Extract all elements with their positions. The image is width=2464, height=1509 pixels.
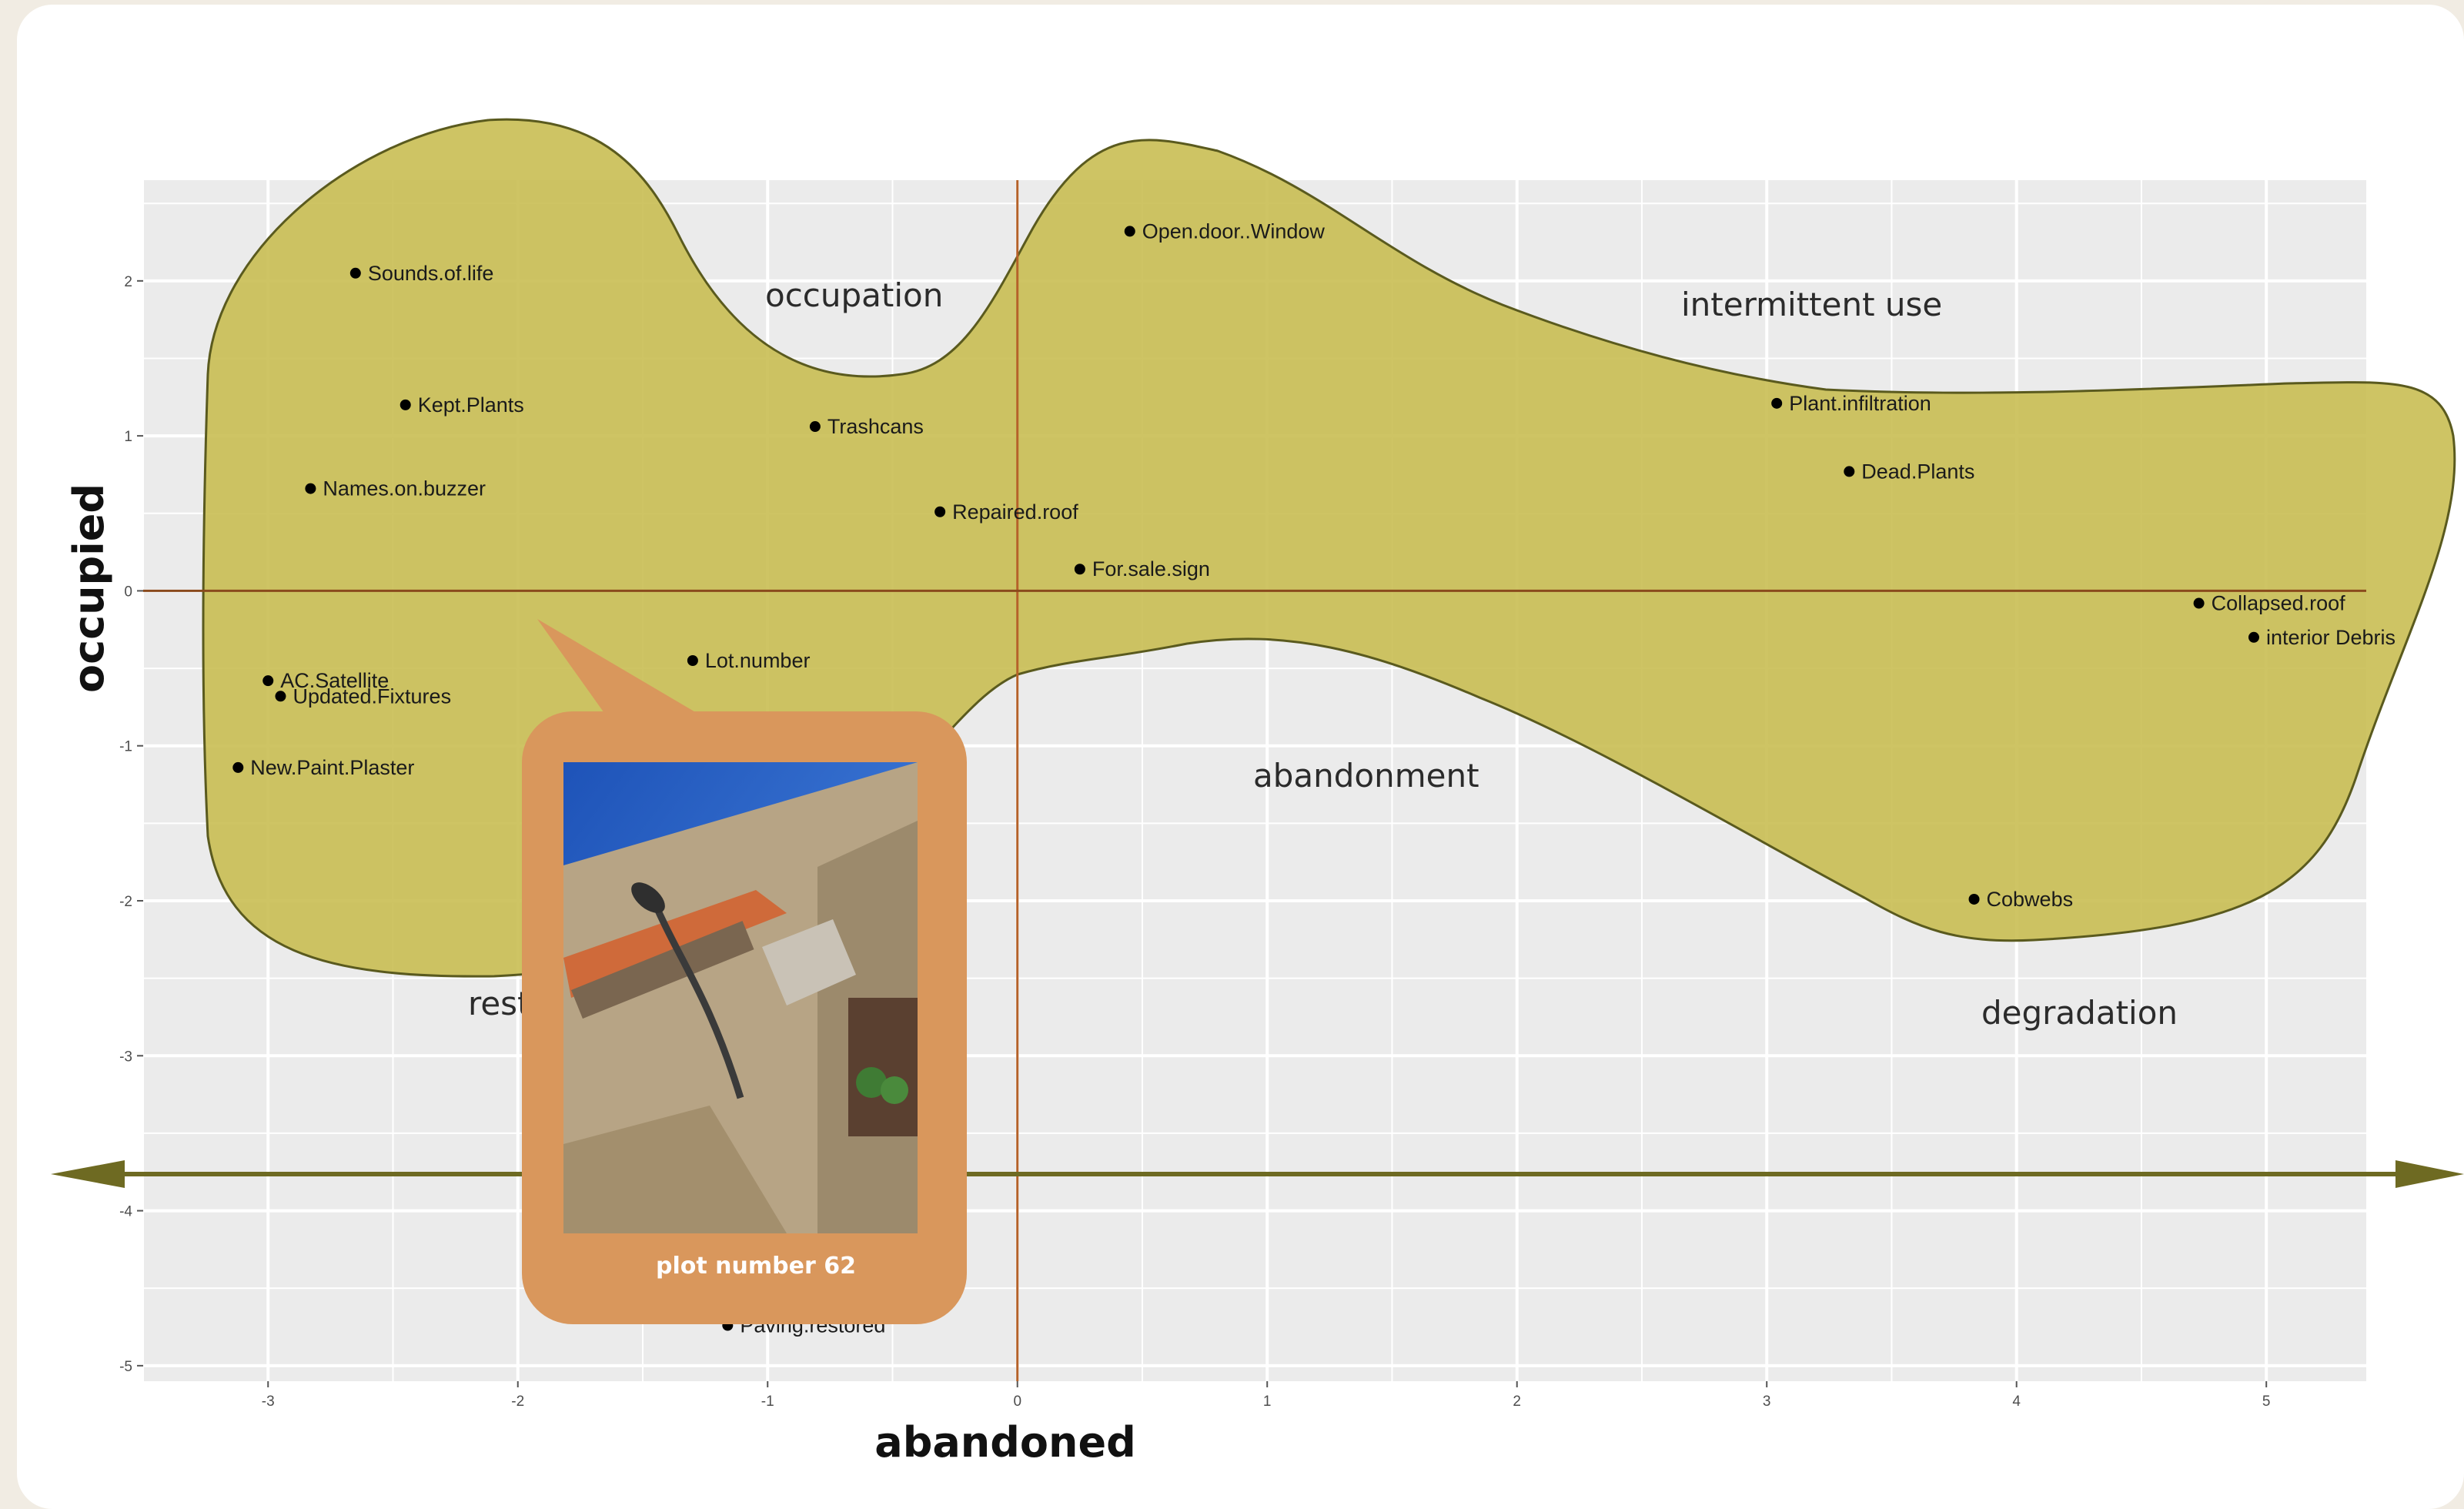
point-label: interior Debris xyxy=(2266,626,2395,649)
y-tick-label: -4 xyxy=(119,1204,132,1220)
y-tick-label: -2 xyxy=(119,894,132,910)
figure-card: -3 -2 -1 0 1 2 3 4 5 2 1 0 -1 -2 -3 -4 -5 Sounds.of.life… xyxy=(17,5,2464,1509)
data-point: Trashcans xyxy=(809,415,924,438)
point-label: AC.Satellite xyxy=(280,669,389,692)
point-marker xyxy=(262,675,274,687)
data-point: New.Paint.Plaster xyxy=(232,756,414,779)
point-label: Updated.Fixtures xyxy=(293,684,451,708)
region-label-degradation: degradation xyxy=(1981,994,2178,1032)
point-marker xyxy=(1124,226,1135,237)
point-marker xyxy=(232,761,244,773)
y-tick-label: -1 xyxy=(119,739,132,755)
data-point: Cobwebs xyxy=(1968,888,2074,911)
region-label-intermittent-use: intermittent use xyxy=(1681,286,1942,323)
point-label: Trashcans xyxy=(827,415,924,438)
point-label: New.Paint.Plaster xyxy=(250,756,414,779)
region-label-occupation: occupation xyxy=(765,276,943,314)
x-tick-label: -1 xyxy=(761,1394,774,1410)
data-point: Open.door..Window xyxy=(1124,219,1326,243)
y-tick-label: 1 xyxy=(124,429,132,445)
point-label: Repaired.roof xyxy=(952,500,1078,524)
y-tick-label: -3 xyxy=(119,1049,132,1065)
point-label: Plant.infiltration xyxy=(1789,392,1931,415)
point-label: Lot.number xyxy=(705,649,811,672)
point-label: Cobwebs xyxy=(1987,888,2074,911)
point-marker xyxy=(400,399,411,410)
data-point: AC.Satellite xyxy=(262,669,389,692)
point-marker xyxy=(2248,631,2259,643)
x-tick-label: 4 xyxy=(2012,1394,2021,1410)
x-tick-label: 1 xyxy=(1263,1394,1272,1410)
point-label: For.sale.sign xyxy=(1092,557,1210,581)
point-marker xyxy=(1844,466,1855,477)
double-arrow xyxy=(51,1160,2464,1188)
region-label-abandonment: abandonment xyxy=(1253,757,1479,795)
data-point: For.sale.sign xyxy=(1074,557,1210,581)
data-point: Dead.Plants xyxy=(1844,460,1974,483)
data-point: Repaired.roof xyxy=(934,500,1078,524)
x-tick-label: 2 xyxy=(1513,1394,1521,1410)
scatter-chart: -3 -2 -1 0 1 2 3 4 5 2 1 0 -1 -2 -3 -4 -5 Sounds.of.life… xyxy=(51,118,2464,1467)
point-marker xyxy=(1074,564,1085,575)
point-label: Collapsed.roof xyxy=(2212,592,2346,615)
x-tick-label: 0 xyxy=(1013,1394,1021,1410)
point-label: Names.on.buzzer xyxy=(323,477,486,500)
axis-ticks: -3 -2 -1 0 1 2 3 4 5 2 1 0 -1 -2 -3 -4 -5 xyxy=(119,274,2270,1410)
point-label: Sounds.of.life xyxy=(368,262,494,285)
point-label: Open.door..Window xyxy=(1142,219,1326,243)
region-label-restoration: rest xyxy=(468,985,530,1022)
y-tick-label: 0 xyxy=(124,584,132,600)
x-axis-title: abandoned xyxy=(874,1418,1135,1467)
data-point: interior Debris xyxy=(2248,626,2395,649)
point-marker xyxy=(934,506,946,517)
point-marker xyxy=(2193,597,2205,609)
callout-title: plot number 62 xyxy=(656,1253,856,1280)
data-point: Names.on.buzzer xyxy=(305,477,486,500)
x-tick-label: 3 xyxy=(1763,1394,1771,1410)
point-marker xyxy=(1968,893,1980,905)
point-marker xyxy=(275,691,286,702)
x-tick-label: -2 xyxy=(511,1394,524,1410)
data-point: Collapsed.roof xyxy=(2193,592,2346,615)
point-marker xyxy=(349,267,361,279)
point-marker xyxy=(305,483,316,494)
point-marker xyxy=(809,421,821,433)
y-tick-label: 2 xyxy=(124,274,132,290)
point-label: Dead.Plants xyxy=(1861,460,1974,483)
data-point: Updated.Fixtures xyxy=(275,684,451,708)
photo-thumbnail xyxy=(563,762,918,1233)
plot-callout[interactable]: plot number 62 xyxy=(522,619,967,1324)
data-point: Kept.Plants xyxy=(400,393,524,417)
point-marker xyxy=(1771,397,1783,409)
y-tick-label: -5 xyxy=(119,1359,132,1375)
data-point: Plant.infiltration xyxy=(1771,392,1931,415)
x-tick-label: -3 xyxy=(262,1394,275,1410)
point-label: Kept.Plants xyxy=(418,393,524,417)
data-point: Sounds.of.life xyxy=(349,262,494,285)
y-axis-title: occupied xyxy=(65,483,113,693)
data-point: Lot.number xyxy=(687,649,811,672)
point-marker xyxy=(687,655,698,666)
x-tick-label: 5 xyxy=(2262,1394,2271,1410)
